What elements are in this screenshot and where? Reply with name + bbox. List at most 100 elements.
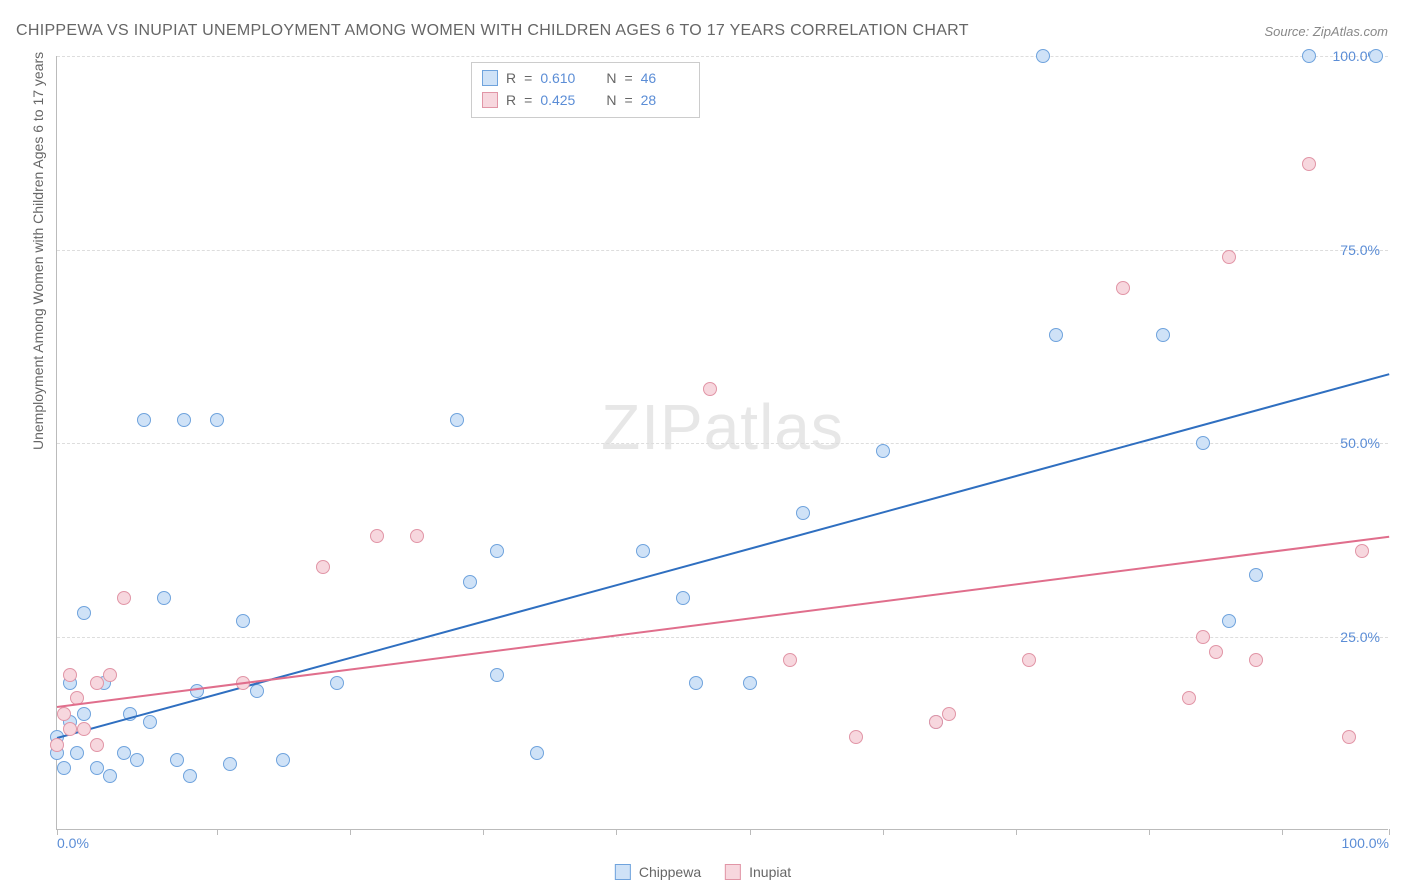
- scatter-point: [157, 591, 171, 605]
- legend-swatch: [615, 864, 631, 880]
- scatter-point: [1196, 436, 1210, 450]
- scatter-point: [1156, 328, 1170, 342]
- stat-n-value: 46: [641, 67, 689, 89]
- legend-swatch: [482, 92, 498, 108]
- stats-row: R = 0.425 N = 28: [482, 89, 689, 111]
- scatter-point: [77, 707, 91, 721]
- legend-swatch: [725, 864, 741, 880]
- series-legend: Chippewa Inupiat: [615, 864, 791, 880]
- scatter-point: [636, 544, 650, 558]
- trend-line: [57, 373, 1390, 739]
- x-tick-mark: [217, 829, 218, 835]
- scatter-point: [63, 668, 77, 682]
- scatter-point: [689, 676, 703, 690]
- stats-row: R = 0.610 N = 46: [482, 67, 689, 89]
- gridline: [57, 56, 1388, 57]
- scatter-point: [103, 769, 117, 783]
- x-tick-mark: [1149, 829, 1150, 835]
- stats-legend-box: R = 0.610 N = 46 R = 0.425 N = 28: [471, 62, 700, 118]
- scatter-point: [1222, 250, 1236, 264]
- source-attribution: Source: ZipAtlas.com: [1264, 24, 1388, 39]
- scatter-point: [410, 529, 424, 543]
- scatter-point: [63, 722, 77, 736]
- legend-item: Inupiat: [725, 864, 791, 880]
- scatter-point: [463, 575, 477, 589]
- x-tick-mark: [1389, 829, 1390, 835]
- scatter-point: [1022, 653, 1036, 667]
- scatter-point: [1196, 630, 1210, 644]
- scatter-point: [70, 746, 84, 760]
- scatter-point: [676, 591, 690, 605]
- scatter-point: [1222, 614, 1236, 628]
- eq-sign: =: [624, 89, 632, 111]
- scatter-point: [370, 529, 384, 543]
- stat-n-value: 28: [641, 89, 689, 111]
- x-tick-label: 100.0%: [1342, 835, 1389, 851]
- scatter-point: [849, 730, 863, 744]
- eq-sign: =: [624, 67, 632, 89]
- gridline: [57, 443, 1388, 444]
- scatter-point: [137, 413, 151, 427]
- chart-title: CHIPPEWA VS INUPIAT UNEMPLOYMENT AMONG W…: [16, 22, 969, 40]
- scatter-point: [50, 738, 64, 752]
- stat-n-label: N: [606, 67, 616, 89]
- scatter-point: [1182, 691, 1196, 705]
- scatter-point: [1049, 328, 1063, 342]
- stat-r-value: 0.425: [540, 89, 588, 111]
- scatter-point: [223, 757, 237, 771]
- legend-label: Chippewa: [639, 864, 701, 880]
- scatter-point: [143, 715, 157, 729]
- stat-n-label: N: [606, 89, 616, 111]
- scatter-point: [1302, 157, 1316, 171]
- eq-sign: =: [524, 89, 532, 111]
- y-tick-label: 75.0%: [1340, 242, 1380, 258]
- scatter-point: [530, 746, 544, 760]
- scatter-point: [57, 761, 71, 775]
- scatter-point: [1209, 645, 1223, 659]
- x-tick-mark: [483, 829, 484, 835]
- plot-area: ZIPatlas R = 0.610 N = 46 R = 0.425 N = 28 25.0% 50.…: [56, 56, 1388, 830]
- x-tick-label: 0.0%: [57, 835, 89, 851]
- scatter-point: [1249, 653, 1263, 667]
- scatter-point: [177, 413, 191, 427]
- scatter-point: [103, 668, 117, 682]
- legend-item: Chippewa: [615, 864, 701, 880]
- y-axis-label: Unemployment Among Women with Children A…: [30, 52, 46, 450]
- watermark: ZIPatlas: [601, 390, 844, 464]
- scatter-point: [490, 668, 504, 682]
- scatter-point: [783, 653, 797, 667]
- scatter-point: [77, 606, 91, 620]
- scatter-point: [57, 707, 71, 721]
- y-tick-label: 50.0%: [1340, 435, 1380, 451]
- scatter-point: [276, 753, 290, 767]
- scatter-point: [1036, 49, 1050, 63]
- stat-r-label: R: [506, 89, 516, 111]
- scatter-point: [316, 560, 330, 574]
- scatter-point: [1302, 49, 1316, 63]
- scatter-point: [170, 753, 184, 767]
- scatter-point: [1342, 730, 1356, 744]
- scatter-point: [1249, 568, 1263, 582]
- scatter-point: [450, 413, 464, 427]
- scatter-point: [942, 707, 956, 721]
- scatter-point: [90, 676, 104, 690]
- scatter-point: [743, 676, 757, 690]
- stat-r-value: 0.610: [540, 67, 588, 89]
- gridline: [57, 250, 1388, 251]
- scatter-point: [183, 769, 197, 783]
- legend-label: Inupiat: [749, 864, 791, 880]
- legend-swatch: [482, 70, 498, 86]
- scatter-point: [77, 722, 91, 736]
- scatter-point: [1369, 49, 1383, 63]
- x-tick-mark: [616, 829, 617, 835]
- stat-r-label: R: [506, 67, 516, 89]
- scatter-point: [796, 506, 810, 520]
- y-tick-label: 25.0%: [1340, 629, 1380, 645]
- scatter-point: [236, 614, 250, 628]
- scatter-point: [1355, 544, 1369, 558]
- eq-sign: =: [524, 67, 532, 89]
- scatter-point: [90, 738, 104, 752]
- scatter-point: [330, 676, 344, 690]
- scatter-point: [130, 753, 144, 767]
- scatter-point: [490, 544, 504, 558]
